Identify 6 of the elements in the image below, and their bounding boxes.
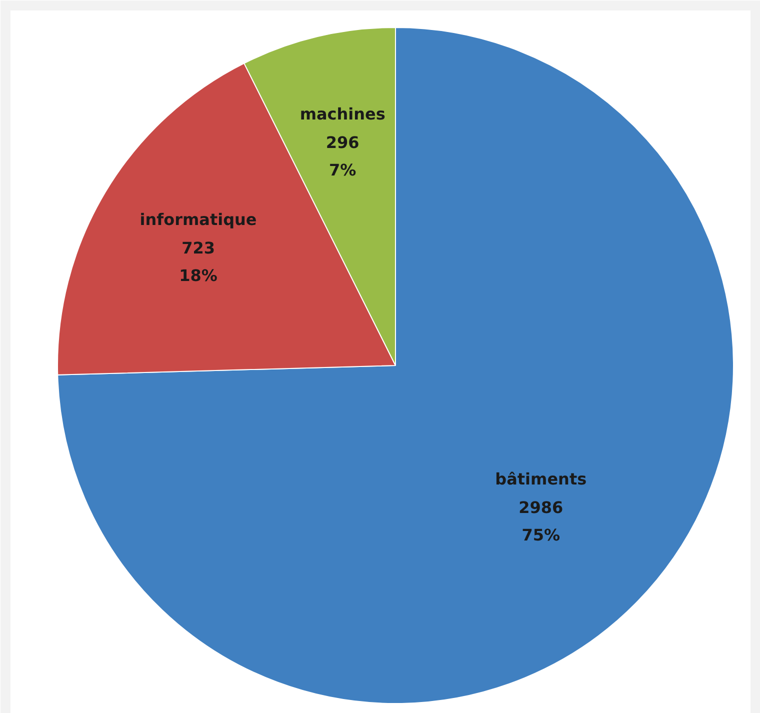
data-label: 723 18% xyxy=(179,238,218,285)
data-label: 2986 75% xyxy=(518,498,564,544)
slice-label: machines xyxy=(300,104,386,124)
slice-label: informatique xyxy=(140,210,257,229)
slice-label: bâtiments xyxy=(495,469,587,488)
data-label: 296 7% xyxy=(326,132,360,180)
